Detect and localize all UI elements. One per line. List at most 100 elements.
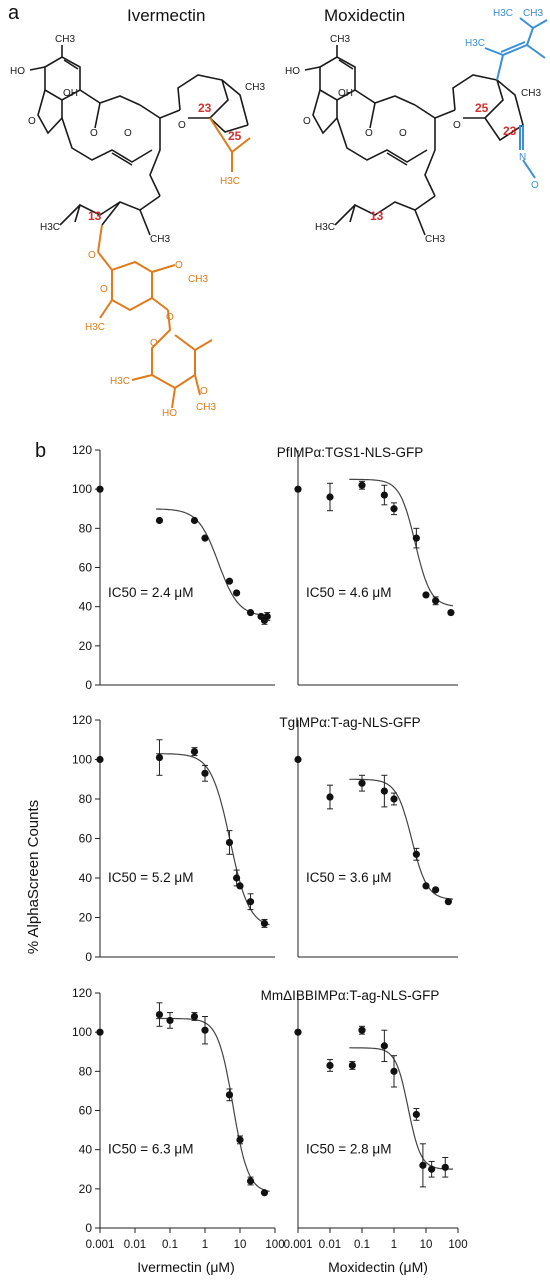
iver-h3c-s1: H3C (85, 322, 105, 333)
data-point-2-0-0 (96, 1028, 104, 1036)
moxidectin-title: Moxidectin (324, 6, 406, 25)
moxidectin-structure: HO CH3 OH O O O O CH3 H3C CH3 H3C CH3 H3… (285, 8, 548, 245)
y-tick-label-1-20: 20 (79, 911, 93, 925)
iver-ch3-1: CH3 (188, 274, 208, 285)
data-point-2-0-1 (155, 1010, 164, 1019)
x-axis-label-moxidectin: Moxidectin (μM) (328, 1259, 428, 1275)
data-point-2-1-4 (380, 1042, 388, 1050)
y-tick-label-2-100: 100 (72, 1025, 92, 1039)
x-tick-label-0-0.001: 0.001 (86, 1239, 115, 1251)
iver-ho-s2: HO (162, 408, 177, 419)
iver-ring-o1: O (124, 128, 132, 139)
data-point-1-0-6 (236, 882, 244, 890)
data-point-2-0-3 (190, 1012, 199, 1021)
data-point-1-0-2 (190, 748, 199, 756)
data-point-0-1-6 (422, 591, 430, 599)
data-point-1-1-7 (432, 886, 440, 894)
y-tick-label-1-80: 80 (79, 792, 93, 806)
y-tick-label-2-40: 40 (79, 1143, 93, 1157)
iver-ketone-o: O (90, 128, 98, 139)
chart-title-2: MmΔIBBIMPα:T-ag-NLS-GFP (261, 988, 440, 1003)
data-point-0-0-2 (190, 516, 199, 525)
y-tick-label-1-40: 40 (79, 871, 93, 885)
moxi-ho-top: HO (285, 66, 300, 77)
data-point-1-0-4 (225, 838, 234, 847)
data-point-0-0-1 (155, 516, 164, 525)
data-point-2-1-6 (412, 1110, 420, 1119)
iver-o-me2: O (200, 386, 208, 397)
data-point-0-0-6 (246, 608, 255, 617)
iver-o-me1: O (175, 260, 183, 271)
data-point-1-1-3 (380, 787, 388, 795)
ic50-label-1-1: IC50 = 3.6 μM (306, 870, 391, 885)
data-point-0-1-0 (294, 485, 302, 493)
data-point-0-1-4 (390, 505, 398, 513)
data-point-0-1-3 (380, 491, 388, 499)
fit-curve-1-1 (349, 778, 454, 900)
data-point-0-1-7 (432, 597, 440, 605)
data-point-2-1-3 (358, 1026, 366, 1034)
data-point-0-0-3 (201, 534, 209, 542)
x-tick-label-0-1: 1 (202, 1239, 208, 1251)
data-point-0-0-4 (225, 577, 234, 585)
y-tick-label-2-120: 120 (72, 986, 92, 1000)
data-point-0-0-5 (233, 589, 241, 597)
moxi-pos23: 23 (503, 124, 517, 138)
moxi-h3c-branch: H3C (465, 38, 485, 49)
moxi-ring-o2: O (453, 120, 461, 131)
ic50-label-0-0: IC50 = 2.4 μM (108, 585, 193, 600)
x-tick-label-0-0.01: 0.01 (124, 1239, 146, 1251)
iver-pos13: 13 (88, 209, 102, 223)
data-point-2-0-4 (201, 1026, 209, 1034)
iver-ring-o2: O (178, 120, 186, 131)
ic50-label-2-0: IC50 = 6.3 μM (108, 1142, 193, 1157)
x-tick-label-1-1: 1 (391, 1239, 397, 1251)
data-point-2-1-7 (419, 1161, 427, 1169)
iver-o-ring-s1: O (100, 284, 108, 295)
moxi-n: N (519, 152, 526, 163)
data-point-1-1-6 (422, 882, 430, 890)
data-point-1-1-4 (390, 795, 398, 803)
iver-h3c-13: H3C (40, 222, 60, 233)
moxi-ch3-right: CH3 (521, 88, 541, 99)
y-tick-label-1-120: 120 (72, 713, 92, 727)
moxi-ch3-top: CH3 (523, 8, 543, 19)
y-tick-label-2-60: 60 (79, 1104, 93, 1118)
x-tick-label-0-0.1: 0.1 (162, 1239, 178, 1251)
y-tick-label-2-20: 20 (79, 1182, 93, 1196)
x-tick-label-1-0.1: 0.1 (354, 1239, 370, 1251)
moxi-me-top: CH3 (330, 34, 350, 45)
data-point-1-1-2 (358, 779, 366, 787)
y-tick-label-1-0: 0 (85, 950, 92, 964)
data-point-1-1-0 (294, 755, 302, 764)
moxi-o-ring: O (303, 116, 311, 127)
x-tick-label-1-100: 100 (448, 1239, 467, 1251)
moxi-ring-o1: O (399, 128, 407, 139)
data-point-0-1-5 (412, 534, 420, 542)
iver-o-ring: O (28, 116, 36, 127)
iver-o-ring-s2: O (150, 338, 158, 349)
iver-ch3-13: CH3 (150, 234, 170, 245)
data-point-2-1-8 (428, 1165, 436, 1173)
moxi-pos25: 25 (475, 101, 489, 115)
data-point-0-0-9 (263, 612, 271, 621)
data-point-2-0-5 (225, 1091, 234, 1099)
iver-o-sugar: O (88, 250, 96, 261)
y-tick-label-0-60: 60 (79, 561, 93, 575)
moxi-ketone-o: O (365, 128, 373, 139)
iver-o-link: O (166, 312, 174, 323)
data-point-2-1-1 (326, 1061, 334, 1070)
y-tick-label-0-40: 40 (79, 600, 93, 614)
moxi-h3c-top: H3C (493, 8, 513, 19)
y-tick-label-2-0: 0 (85, 1221, 92, 1235)
x-tick-label-0-10: 10 (234, 1239, 247, 1251)
x-tick-label-0-100: 100 (265, 1239, 284, 1251)
chart-title-1: TgIMPα:T-ag-NLS-GFP (279, 715, 420, 730)
ic50-label-2-1: IC50 = 2.8 μM (306, 1142, 391, 1157)
iver-ho-top: HO (10, 66, 25, 77)
data-point-2-1-0 (294, 1028, 302, 1036)
moxi-h3c-13: H3C (315, 222, 335, 233)
data-point-2-0-8 (260, 1189, 269, 1197)
x-tick-label-1-0.001: 0.001 (284, 1239, 313, 1251)
